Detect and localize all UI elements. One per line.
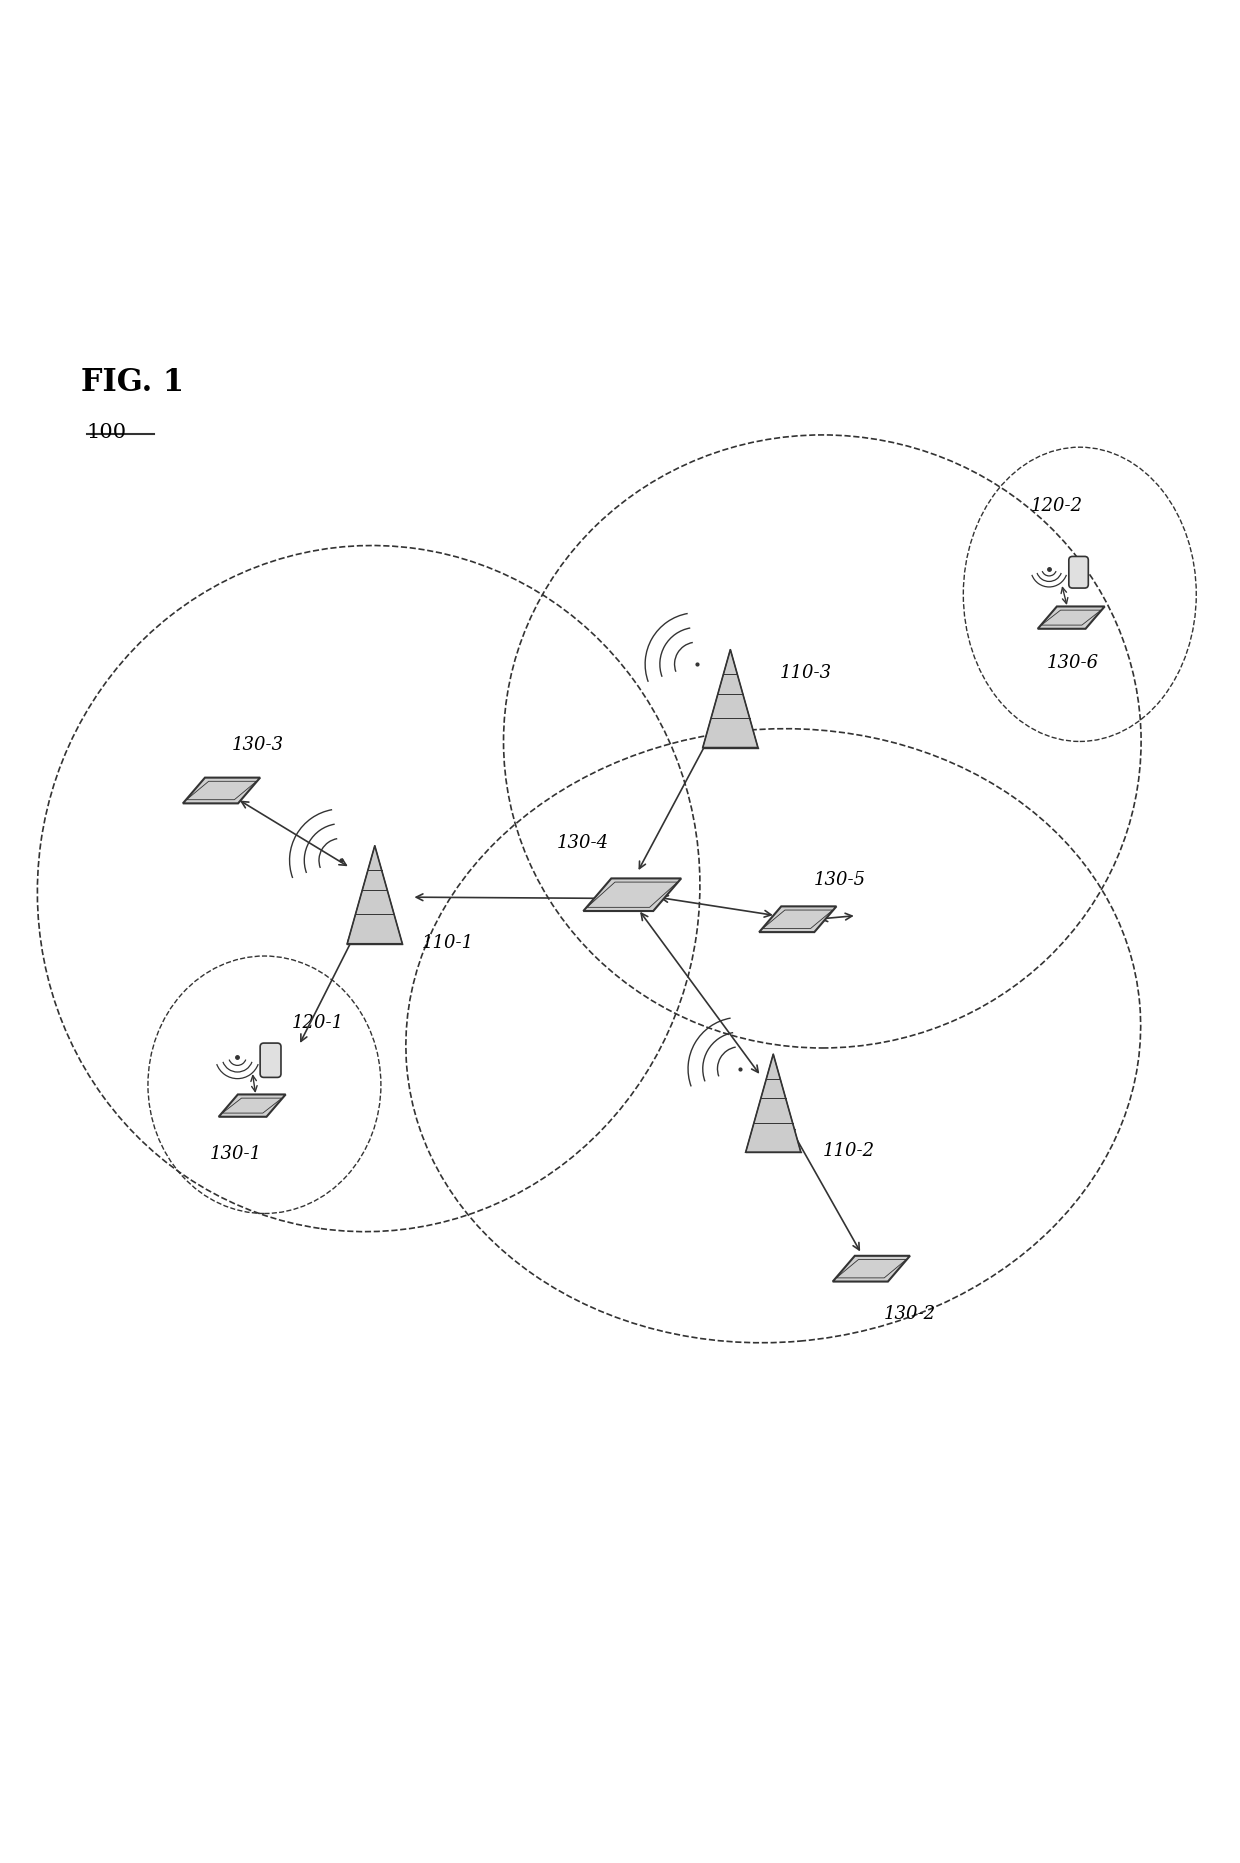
Polygon shape <box>759 907 837 932</box>
Text: 130-1: 130-1 <box>210 1146 262 1163</box>
Text: FIG. 1: FIG. 1 <box>81 367 184 399</box>
Text: 110-1: 110-1 <box>422 933 474 952</box>
Text: 110-3: 110-3 <box>780 665 832 682</box>
FancyBboxPatch shape <box>260 1043 281 1077</box>
Polygon shape <box>182 777 260 803</box>
Text: 110-2: 110-2 <box>822 1142 874 1161</box>
Text: 130-3: 130-3 <box>232 736 284 755</box>
Polygon shape <box>745 1054 801 1151</box>
Text: 120-2: 120-2 <box>1030 497 1083 514</box>
Polygon shape <box>703 650 758 747</box>
Text: 100: 100 <box>87 423 126 442</box>
Text: 130-5: 130-5 <box>813 870 866 889</box>
FancyBboxPatch shape <box>1069 557 1089 589</box>
Polygon shape <box>833 1256 910 1282</box>
Polygon shape <box>1038 607 1105 630</box>
Text: 130-6: 130-6 <box>1047 654 1099 673</box>
Text: 120-1: 120-1 <box>291 1013 343 1032</box>
Polygon shape <box>218 1094 285 1116</box>
Polygon shape <box>583 879 681 911</box>
Polygon shape <box>347 846 402 945</box>
Text: 130-4: 130-4 <box>557 835 609 851</box>
Text: 130-2: 130-2 <box>884 1306 936 1323</box>
